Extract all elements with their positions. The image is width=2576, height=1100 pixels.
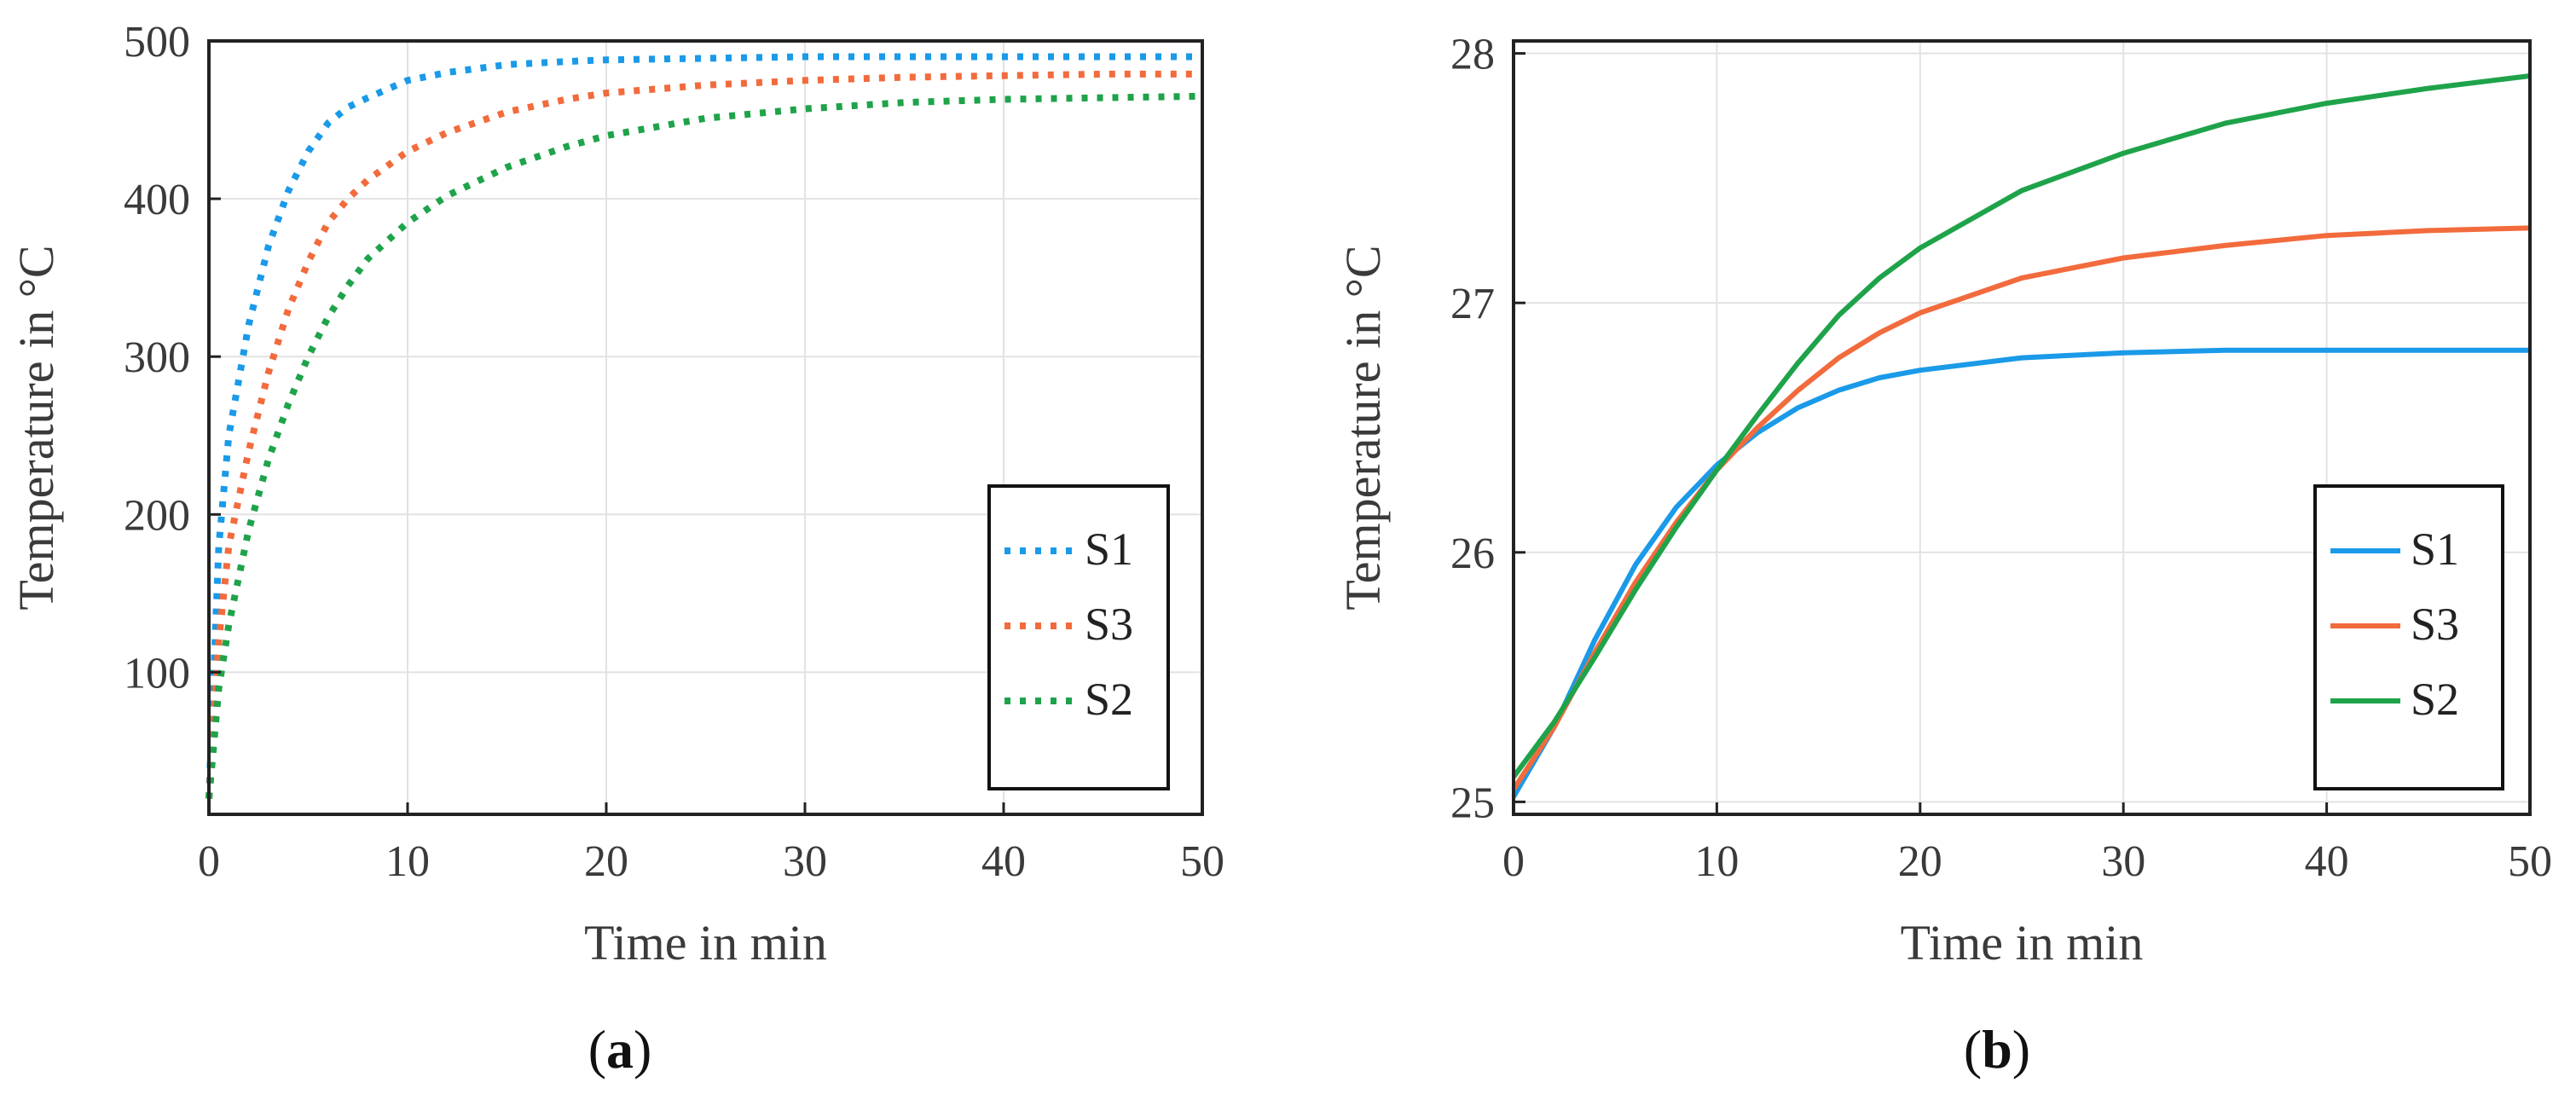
y-tick-label: 200 — [124, 491, 190, 540]
x-tick-label: 10 — [385, 837, 430, 886]
x-tick-label: 30 — [2101, 837, 2145, 886]
legend-box — [2313, 484, 2504, 790]
legend-label-s1: S1 — [1085, 524, 1133, 575]
panel-caption: (b) — [1964, 1019, 2030, 1080]
series-line-s3 — [1511, 225, 2531, 791]
x-tick-label: 20 — [584, 837, 628, 886]
panel-caption-close: ) — [634, 1019, 651, 1080]
x-tick-label: 50 — [1180, 837, 1224, 886]
x-axis-label: Time in min — [584, 915, 827, 970]
y-tick-label: 28 — [1450, 31, 1495, 79]
legend-label-s1: S1 — [2411, 524, 2459, 575]
series-line-s1 — [1511, 347, 2530, 799]
panel-caption-letter: a — [606, 1019, 634, 1080]
series-line-s2 — [1511, 73, 2531, 779]
x-tick-label: 50 — [2508, 837, 2552, 886]
legend-box — [987, 484, 1170, 790]
legend-label-s3: S3 — [1085, 599, 1133, 650]
x-axis-label: Time in min — [1901, 915, 2144, 970]
plot-frame — [1512, 39, 2532, 816]
x-tick-label: 10 — [1694, 837, 1739, 886]
x-tick-label: 40 — [981, 837, 1026, 886]
plot-frame — [207, 39, 1204, 816]
y-axis-label: Temperature in °C — [9, 245, 64, 610]
panel-caption: (a) — [588, 1019, 652, 1080]
x-tick-label: 20 — [1898, 837, 1942, 886]
y-tick-label: 500 — [124, 18, 190, 67]
chart-panel-b: 0 10 20 30 40 50 25 26 27 28 Time in min Temperatur… — [1335, 31, 2552, 1080]
series-line-s1 — [206, 53, 1202, 799]
y-tick-label: 25 — [1450, 779, 1495, 827]
x-tick-label: 30 — [783, 837, 827, 886]
legend-label-s3: S3 — [2411, 599, 2459, 650]
y-tick-label: 400 — [124, 176, 190, 224]
legend-label-s2: S2 — [2411, 674, 2459, 725]
y-tick-label: 26 — [1450, 530, 1495, 578]
panel-caption-letter: b — [1982, 1019, 2012, 1080]
panel-caption-close: ) — [2012, 1019, 2030, 1080]
x-tick-label: 0 — [1502, 837, 1525, 886]
x-tick-label: 40 — [2305, 837, 2349, 886]
y-axis-label: Temperature in °C — [1335, 245, 1391, 610]
y-tick-label: 100 — [124, 649, 190, 698]
y-tick-label: 27 — [1450, 280, 1495, 328]
series-line-s2 — [206, 92, 1203, 799]
legend-label-s2: S2 — [1085, 674, 1133, 725]
y-tick-label: 300 — [124, 333, 190, 382]
x-tick-label: 0 — [198, 837, 220, 886]
chart-panel-a: 0 10 20 30 40 50 100 200 300 400 500 Time in min Tem… — [9, 18, 1224, 1080]
panel-caption-open: ( — [588, 1019, 606, 1080]
panel-caption-open: ( — [1964, 1019, 1982, 1080]
